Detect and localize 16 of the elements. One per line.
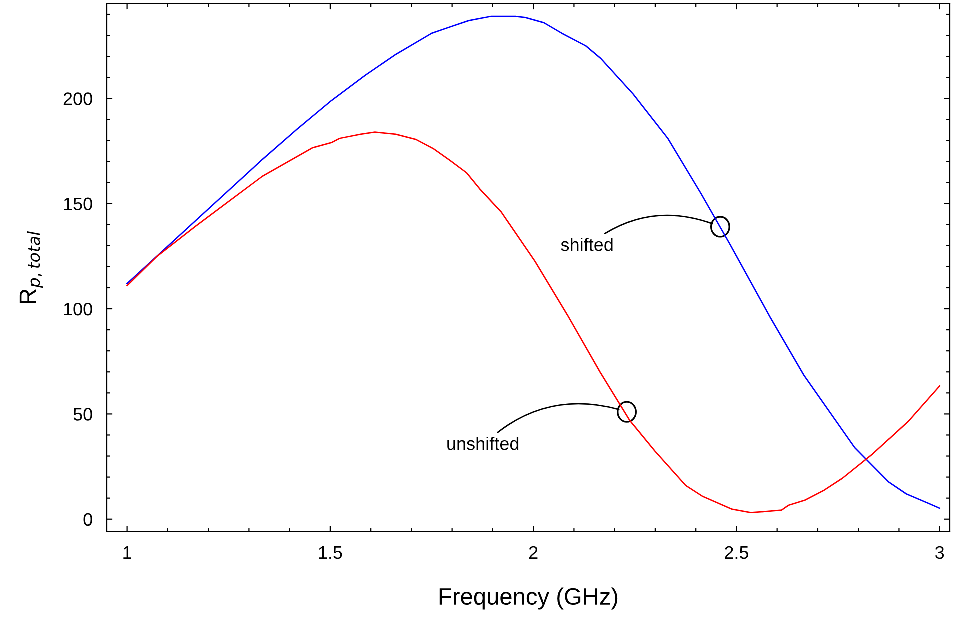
- x-tick-label: 1: [124, 546, 132, 559]
- x-tick-label: 1.5: [319, 546, 342, 560]
- line-series: [126, 16, 941, 510]
- x-tick-label: 2: [529, 546, 538, 559]
- annotation: shifted: [561, 238, 613, 252]
- x-tick-label: 2.5: [725, 546, 749, 560]
- y-axis-title: R$_{p,total}$: [20, 231, 44, 304]
- y-tick-label: 0: [84, 513, 92, 526]
- y-tick-label: 100: [64, 302, 92, 316]
- x-axis-title: Frequency (GHz): [440, 588, 618, 610]
- line-series: [126, 132, 941, 514]
- y-tick-label: 200: [64, 92, 92, 106]
- y-tick-label: 50: [74, 408, 92, 421]
- annotation: unshifted: [448, 437, 519, 450]
- x-tick-label: 3: [936, 546, 944, 560]
- y-tick-label: 150: [64, 198, 92, 211]
